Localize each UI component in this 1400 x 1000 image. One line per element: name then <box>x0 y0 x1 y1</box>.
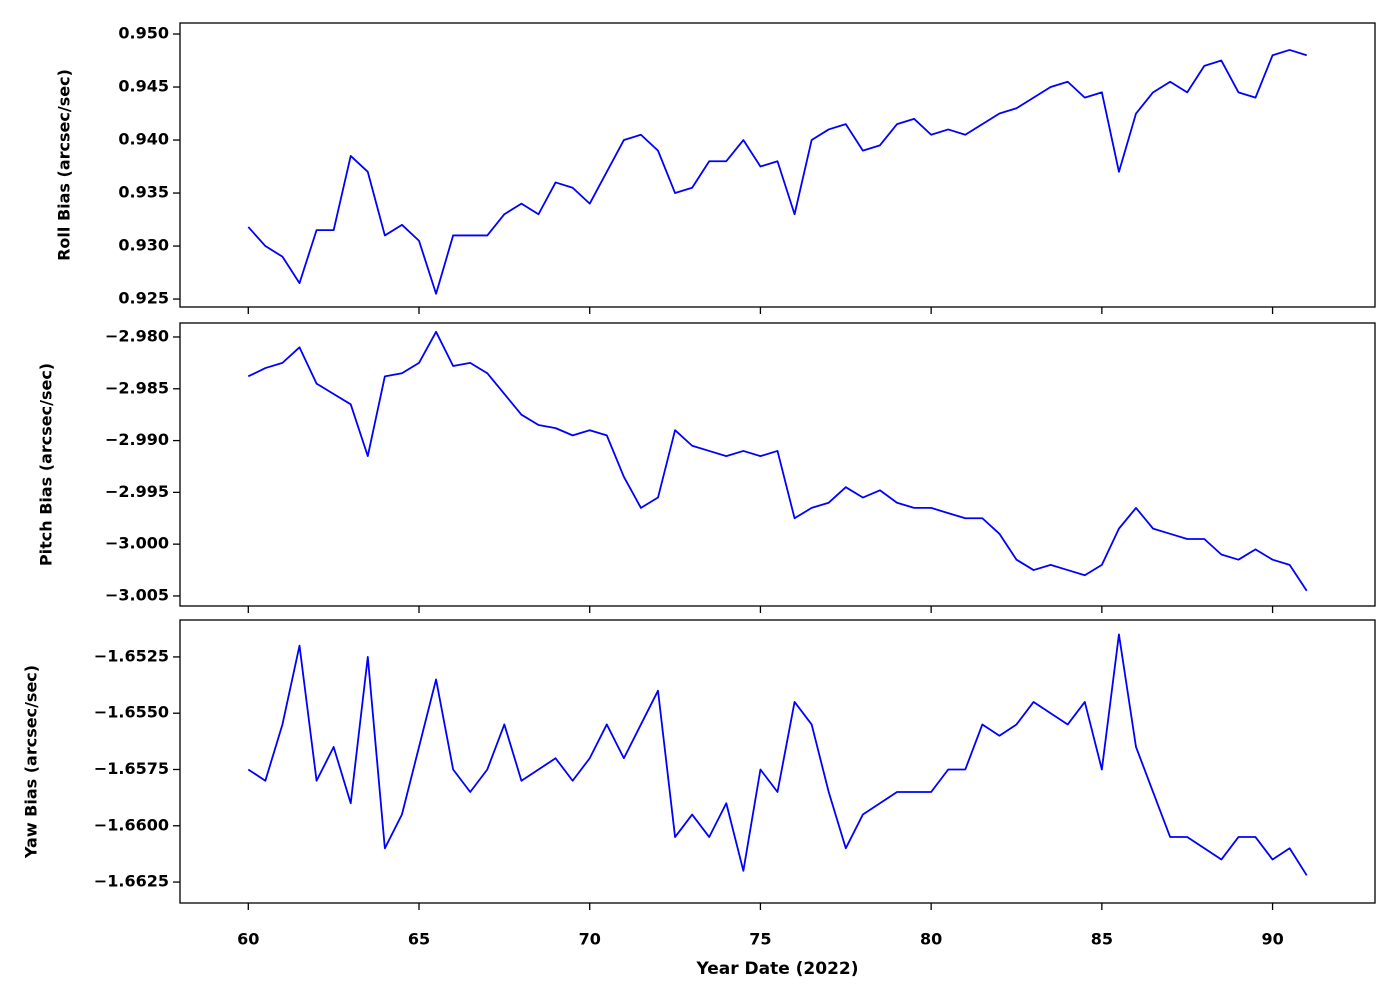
plot-area <box>247 330 1308 592</box>
y-axis-label: Pitch Bias (arcsec/sec) <box>37 363 56 566</box>
x-tick-label: 70 <box>579 930 601 949</box>
data-line <box>247 330 1308 592</box>
y-tick-label: −1.6525 <box>94 646 169 665</box>
y-tick-label: 0.930 <box>118 236 169 255</box>
y-tick-label: −1.6600 <box>94 815 169 834</box>
x-tick-label: 60 <box>237 930 259 949</box>
y-tick-label: −2.985 <box>105 378 169 397</box>
y-tick-label: 0.935 <box>118 183 169 202</box>
plot-area <box>247 633 1308 876</box>
axes-frame <box>179 322 1376 607</box>
data-line <box>247 49 1307 295</box>
x-tick-label: 85 <box>1091 930 1113 949</box>
x-tick-label: 75 <box>749 930 771 949</box>
y-tick-label: 0.945 <box>118 77 169 96</box>
axes-frame <box>179 22 1376 308</box>
y-tick-label: −3.000 <box>105 534 169 553</box>
data-line <box>247 633 1308 876</box>
y-tick-label: −3.005 <box>105 585 169 604</box>
y-tick-label: −1.6575 <box>94 759 169 778</box>
y-tick-label: 0.940 <box>118 130 169 149</box>
y-tick-label: −1.6550 <box>94 703 169 722</box>
y-axis-label: Yaw Bias (arcsec/sec) <box>22 665 41 859</box>
y-tick-label: −2.990 <box>105 430 169 449</box>
y-tick-label: −1.6625 <box>94 872 169 891</box>
x-tick-label: 90 <box>1261 930 1283 949</box>
x-tick-label: 80 <box>920 930 942 949</box>
axes-frame <box>179 619 1376 904</box>
x-tick-label: 65 <box>408 930 430 949</box>
y-axis-label: Roll Bias (arcsec/sec) <box>55 69 74 261</box>
y-tick-label: −2.980 <box>105 326 169 345</box>
plot-area <box>247 49 1307 295</box>
y-tick-label: −2.995 <box>105 482 169 501</box>
y-tick-label: 0.950 <box>118 24 169 43</box>
y-tick-label: 0.925 <box>118 289 169 308</box>
x-axis-label: Year Date (2022) <box>695 959 858 979</box>
